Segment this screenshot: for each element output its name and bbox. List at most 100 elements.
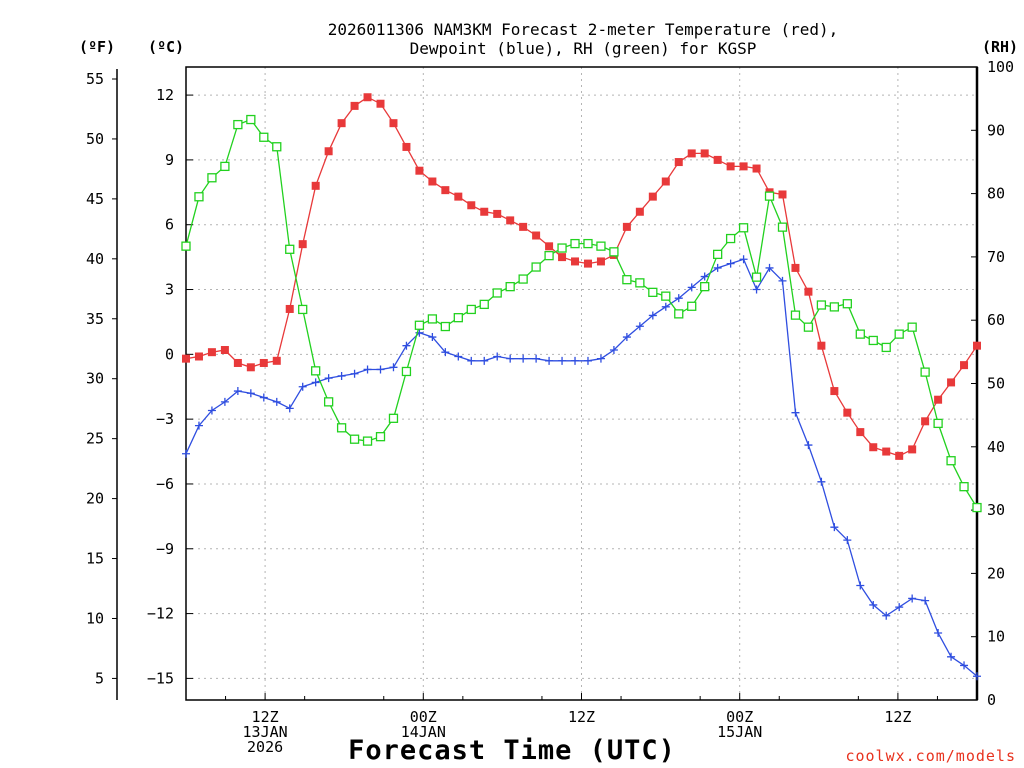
temperature-point bbox=[350, 101, 359, 110]
rh-point bbox=[751, 272, 762, 282]
dewpoint-point bbox=[259, 393, 268, 402]
temperature-point bbox=[973, 341, 981, 350]
temperature-point bbox=[882, 447, 891, 456]
rh-tick-label: 80 bbox=[987, 185, 1005, 203]
dewpoint-point bbox=[272, 397, 281, 406]
temperature-point bbox=[700, 149, 709, 158]
temperature-point bbox=[843, 408, 852, 417]
dewpoint-point bbox=[713, 263, 722, 272]
dewpoint-point bbox=[571, 356, 580, 365]
temperature-point bbox=[480, 207, 489, 216]
dewpoint-point bbox=[908, 594, 917, 603]
dewpoint-point bbox=[389, 363, 398, 372]
rh-point bbox=[700, 282, 710, 292]
rh-point bbox=[738, 223, 749, 233]
dewpoint-point bbox=[506, 354, 515, 363]
temperature-point bbox=[311, 181, 320, 190]
temperature-point bbox=[947, 378, 956, 387]
celsius-tick-label: −3 bbox=[156, 410, 174, 428]
rh-point bbox=[622, 275, 632, 285]
temperature-point bbox=[402, 142, 411, 151]
dewpoint-point bbox=[532, 354, 541, 363]
temperature-point bbox=[687, 149, 696, 158]
dewpoint-point bbox=[467, 356, 476, 365]
rh-tick-label: 90 bbox=[987, 121, 1005, 139]
dewpoint-point bbox=[895, 603, 904, 612]
time-tick-label: 00Z bbox=[410, 708, 437, 726]
rh-tick-label: 70 bbox=[987, 248, 1005, 266]
time-tick-label: 12Z bbox=[884, 708, 911, 726]
fahrenheit-tick-label: 10 bbox=[86, 609, 104, 627]
temperature-point bbox=[220, 346, 229, 355]
temperature-point bbox=[804, 287, 813, 296]
temperature-point bbox=[246, 363, 255, 372]
rh-point bbox=[933, 418, 943, 429]
dewpoint-point bbox=[493, 352, 502, 361]
dewpoint-point bbox=[182, 449, 190, 458]
rh-point bbox=[842, 299, 852, 309]
dewpoint-point bbox=[376, 365, 385, 374]
dewpoint-point bbox=[882, 611, 891, 620]
dewpoint-point bbox=[596, 354, 605, 363]
fahrenheit-tick-label: 30 bbox=[86, 370, 104, 388]
dewpoint-point bbox=[298, 382, 307, 391]
dewpoint-point bbox=[583, 356, 592, 365]
rh-point bbox=[233, 119, 243, 130]
rh-point bbox=[946, 456, 956, 466]
rh-point bbox=[466, 304, 476, 315]
dewpoint-point bbox=[350, 369, 359, 378]
dewpoint-point bbox=[778, 276, 787, 285]
dewpoint-point bbox=[739, 255, 748, 264]
temperature-point bbox=[532, 231, 541, 240]
gridlines bbox=[186, 67, 977, 700]
dewpoint-point bbox=[921, 596, 930, 605]
temperature-point bbox=[545, 242, 554, 251]
rh-tick-label: 20 bbox=[987, 564, 1005, 582]
rh-point bbox=[687, 301, 697, 311]
rh-point bbox=[972, 502, 982, 513]
rh-point bbox=[959, 482, 969, 492]
fahrenheit-unit-label: (ºF) bbox=[79, 38, 115, 56]
time-tick-label: 14JAN bbox=[401, 723, 446, 741]
dewpoint-point bbox=[856, 581, 865, 590]
temperature-point bbox=[583, 259, 592, 268]
dewpoint-point bbox=[973, 672, 981, 681]
temperature-point bbox=[752, 164, 761, 173]
celsius-tick-label: −15 bbox=[147, 669, 174, 687]
temperature-point bbox=[895, 451, 904, 460]
rh-point bbox=[298, 304, 308, 315]
rh-point bbox=[531, 262, 541, 272]
x-axis-label: Forecast Time (UTC) bbox=[348, 735, 676, 766]
temperature-point bbox=[259, 358, 268, 367]
dewpoint-point bbox=[609, 346, 618, 355]
rh-point bbox=[414, 320, 425, 330]
time-tick-label: 15JAN bbox=[717, 723, 762, 741]
rh-point bbox=[272, 142, 282, 152]
dewpoint-point bbox=[830, 523, 839, 532]
celsius-tick-label: 12 bbox=[156, 86, 174, 104]
dewpoint-point bbox=[687, 283, 696, 292]
temperature-point bbox=[648, 192, 657, 201]
time-tick-label: 00Z bbox=[726, 708, 753, 726]
plot-frame bbox=[185, 66, 978, 701]
dewpoint-point bbox=[363, 365, 372, 374]
dewpoint-point bbox=[804, 441, 813, 450]
rh-point bbox=[427, 314, 438, 324]
dewpoint-point bbox=[726, 259, 735, 268]
dewpoint-point bbox=[194, 421, 203, 430]
temperature-point bbox=[726, 162, 735, 171]
rh-tick-label: 100 bbox=[987, 58, 1014, 76]
rh-point bbox=[570, 238, 580, 249]
dewpoint-point bbox=[960, 661, 969, 670]
rh-tick-label: 50 bbox=[987, 375, 1005, 393]
rh-point bbox=[259, 132, 269, 142]
dewpoint-point bbox=[661, 302, 670, 311]
rh-point bbox=[635, 278, 645, 288]
rh-point bbox=[207, 173, 217, 183]
dewpoint-point bbox=[635, 322, 644, 331]
rh-point bbox=[362, 436, 373, 446]
rh-tick-label: 30 bbox=[987, 501, 1005, 519]
temperature-point bbox=[285, 304, 294, 313]
rh-point bbox=[907, 322, 917, 332]
dewpoint-point bbox=[519, 354, 528, 363]
